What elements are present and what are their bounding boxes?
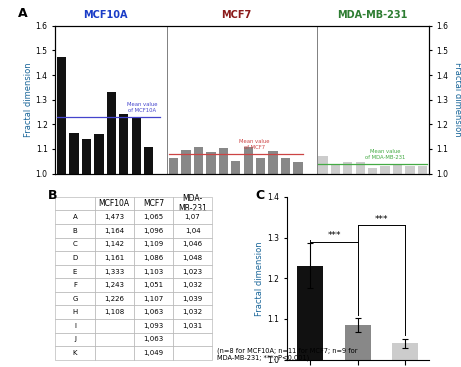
Bar (318, 156, 328, 367)
Bar (243, 147, 253, 367)
Y-axis label: Fractal dimension: Fractal dimension (255, 241, 265, 316)
Bar (194, 147, 203, 367)
Text: (n=8 for MCF10A; n=11 for MCF7; n=9 for
MDA-MB-231; ***: P<0.001): (n=8 for MCF10A; n=11 for MCF7; n=9 for … (217, 348, 357, 361)
Bar (144, 147, 154, 367)
Y-axis label: Fractal dimension: Fractal dimension (453, 62, 461, 137)
Text: Mean value
of MCF7: Mean value of MCF7 (239, 139, 270, 150)
Bar (256, 158, 266, 367)
Text: Mean value
of MCF10A: Mean value of MCF10A (127, 102, 158, 113)
Bar (94, 134, 104, 367)
Bar (380, 166, 390, 367)
Bar (368, 168, 378, 367)
Bar (131, 118, 141, 367)
Text: ***: *** (375, 215, 388, 224)
Bar (57, 57, 66, 367)
Text: Mean value
of MDA-MB-231: Mean value of MDA-MB-231 (365, 149, 405, 160)
Text: A: A (18, 7, 28, 20)
Bar (345, 325, 371, 367)
Bar (393, 164, 402, 367)
Text: MCF7: MCF7 (221, 10, 251, 20)
Bar (106, 91, 116, 367)
Bar (69, 133, 79, 367)
Text: MDA-MB-231: MDA-MB-231 (337, 10, 408, 20)
Bar (343, 162, 353, 367)
Bar (181, 150, 191, 367)
Bar (268, 151, 278, 367)
Text: MCF10A: MCF10A (83, 10, 127, 20)
Bar (293, 161, 303, 367)
Bar (169, 157, 178, 367)
Y-axis label: Fractal dimension: Fractal dimension (24, 62, 33, 137)
Bar (119, 114, 129, 367)
Bar (281, 158, 290, 367)
Bar (297, 266, 324, 367)
Text: ***: *** (327, 232, 341, 240)
Bar (418, 166, 427, 367)
Bar (231, 161, 241, 367)
Bar (392, 344, 418, 367)
Text: C: C (255, 189, 265, 202)
Bar (405, 166, 415, 367)
Bar (355, 162, 365, 367)
Bar (82, 139, 91, 367)
Bar (331, 164, 340, 367)
Text: B: B (47, 189, 57, 202)
Bar (206, 152, 216, 367)
Bar (219, 148, 228, 367)
